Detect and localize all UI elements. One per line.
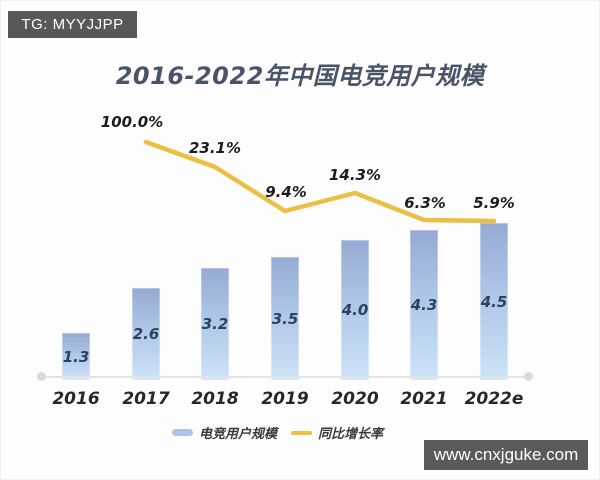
growth-point-label: 100.0% <box>100 113 164 131</box>
bar-2021: 4.3 <box>410 230 438 380</box>
x-tick-label-2016: 2016 <box>52 389 100 409</box>
legend-line-swatch <box>291 430 313 435</box>
x-tick-label-2020: 2020 <box>331 389 379 409</box>
bar-2016: 1.3 <box>62 333 90 380</box>
watermark-telegram-badge: TG: MYYJJPP <box>8 11 137 38</box>
x-tick-label-2021: 2021 <box>400 389 448 409</box>
x-tick-label-2019: 2019 <box>261 389 309 409</box>
x-tick-label-2022e: 2022e <box>464 389 524 409</box>
x-axis-line <box>41 376 529 378</box>
x-tick-label-2018: 2018 <box>191 389 239 409</box>
bar-2022e: 4.5 <box>480 223 508 380</box>
growth-point-label: 23.1% <box>188 139 242 157</box>
bar-value-label: 2.6 <box>132 325 160 343</box>
growth-point-label: 9.4% <box>265 183 307 201</box>
bar-2018: 3.2 <box>201 268 229 380</box>
x-tick-label-2017: 2017 <box>122 389 170 409</box>
bar-value-label: 1.3 <box>62 347 90 366</box>
bar-2020: 4.0 <box>341 240 369 380</box>
chart-title: 2016-2022年中国电竞用户规模 <box>115 62 485 90</box>
legend-bar-swatch <box>172 429 193 436</box>
axis-left-endpoint-dot <box>37 372 46 381</box>
bar-value-label: 4.3 <box>410 296 438 314</box>
legend-line-label: 同比增长率 <box>318 427 384 442</box>
bar-value-label: 4.5 <box>480 292 508 311</box>
legend-bar-label: 电竞用户规模 <box>199 427 278 442</box>
growth-point-label: 14.3% <box>328 166 382 184</box>
bar-value-label: 4.0 <box>341 301 369 319</box>
bar-value-label: 3.5 <box>271 309 299 328</box>
bar-value-label: 3.2 <box>201 315 229 333</box>
growth-point-label: 5.9% <box>473 194 515 212</box>
bar-2017: 2.6 <box>132 288 160 380</box>
watermark-website-badge: www.cnxjguke.com <box>424 440 588 470</box>
legend: 电竞用户规模 同比增长率 <box>172 423 383 442</box>
growth-point-label: 6.3% <box>404 194 446 212</box>
bar-2019: 3.5 <box>271 257 299 380</box>
axis-right-endpoint-dot <box>524 372 533 381</box>
